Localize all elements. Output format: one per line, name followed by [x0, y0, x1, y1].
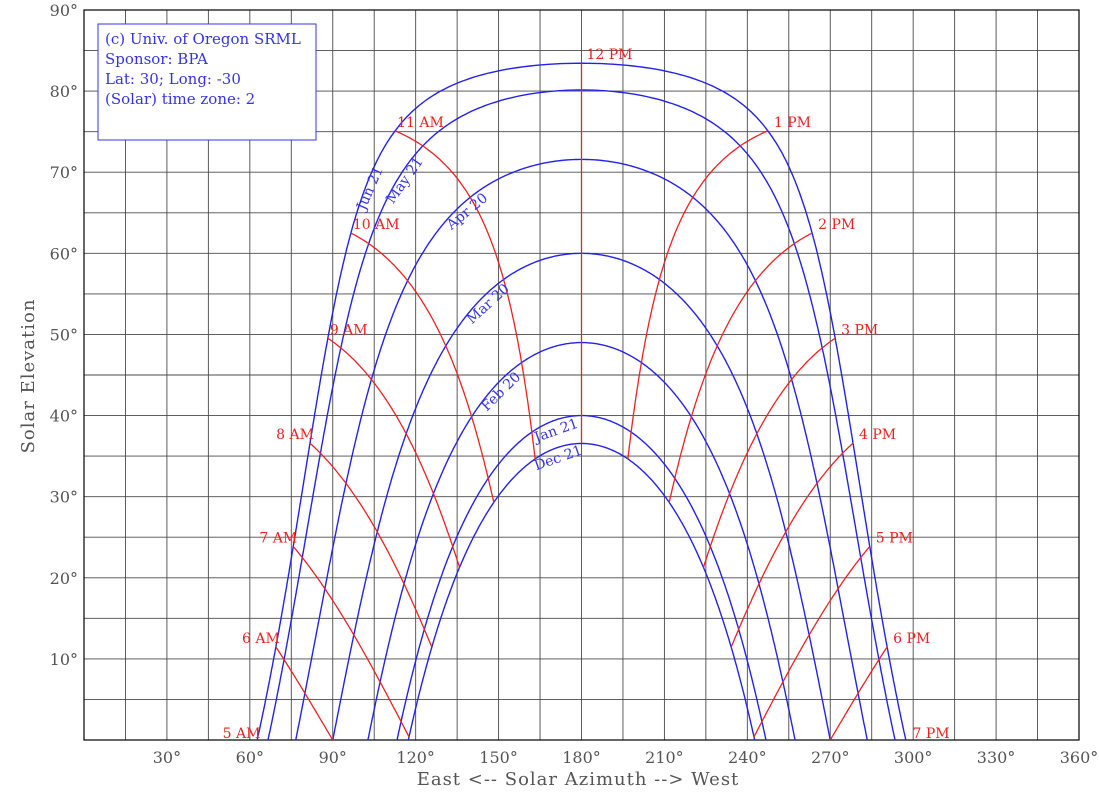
hour-curve-11-am	[394, 130, 536, 459]
hour-curves	[275, 63, 888, 740]
hour-curve-6-am	[275, 646, 334, 740]
x-tick-label: 150°	[479, 748, 518, 767]
y-tick-label: 30°	[50, 488, 78, 507]
hour-label-7-am: 7 AM	[259, 530, 297, 546]
x-tick-label: 210°	[645, 748, 684, 767]
hour-curve-8-am	[309, 442, 433, 648]
hour-label-4-pm: 4 PM	[859, 427, 896, 443]
hour-curve-2-pm	[668, 232, 813, 503]
info-line-1: (c) Univ. of Oregon SRML	[105, 30, 301, 48]
y-tick-label: 90°	[50, 1, 78, 20]
date-label-may-21: May 21	[383, 154, 426, 206]
hour-label-5-am: 5 AM	[223, 726, 261, 742]
y-tick-label: 10°	[50, 650, 78, 669]
plot-frame	[83, 9, 1080, 741]
x-tick-label: 30°	[153, 748, 181, 767]
info-line-4: (Solar) time zone: 2	[105, 90, 255, 108]
hour-label-2-pm: 2 PM	[818, 217, 855, 233]
tick-labels: 30° 60° 90° 120° 150° 180° 210° 240° 270° 300° 330…	[50, 1, 1099, 767]
x-tick-label: 360°	[1060, 748, 1099, 767]
y-tick-label: 80°	[50, 82, 78, 101]
x-tick-label: 180°	[562, 748, 601, 767]
x-tick-label: 240°	[728, 748, 767, 767]
hour-curve-7-am	[292, 545, 410, 738]
hour-curve-6-pm	[829, 646, 888, 740]
y-tick-label: 60°	[50, 244, 78, 263]
info-line-3: Lat: 30; Long: -30	[105, 70, 241, 88]
hour-label-11-am: 11 AM	[397, 115, 444, 131]
hour-curve-1-pm	[627, 130, 769, 459]
x-tick-label: 120°	[396, 748, 435, 767]
hour-label-6-pm: 6 PM	[893, 631, 930, 647]
info-box: (c) Univ. of Oregon SRML Sponsor: BPA La…	[97, 23, 317, 141]
y-tick-label: 50°	[50, 325, 78, 344]
hour-curve-3-pm	[702, 337, 836, 568]
hour-curve-9-am	[327, 337, 461, 568]
x-tick-label: 330°	[977, 748, 1016, 767]
date-label-apr-20: Apr 20	[443, 190, 491, 234]
x-tick-label: 300°	[894, 748, 933, 767]
y-tick-label: 20°	[50, 569, 78, 588]
hour-label-9-am: 9 AM	[330, 322, 368, 338]
x-tick-label: 60°	[236, 748, 264, 767]
hour-curve-10-am	[350, 232, 495, 503]
y-tick-label: 40°	[50, 407, 78, 426]
y-axis-title: Solar Elevation	[18, 299, 39, 454]
hour-label-10-am: 10 AM	[353, 217, 400, 233]
hour-label-6-am: 6 AM	[242, 631, 280, 647]
hour-label-7-pm: 7 PM	[913, 726, 950, 742]
x-axis-title: East <-- Solar Azimuth --> West	[417, 769, 740, 790]
hour-label-8-am: 8 AM	[276, 427, 314, 443]
date-label-feb-20: Feb 20	[478, 369, 524, 414]
x-tick-label: 90°	[319, 748, 347, 767]
hour-curve-5-pm	[753, 545, 871, 738]
y-tick-label: 70°	[50, 163, 78, 182]
info-line-2: Sponsor: BPA	[105, 50, 208, 68]
hour-label-3-pm: 3 PM	[841, 322, 878, 338]
hour-curve-4-pm	[730, 442, 854, 648]
hour-label-5-pm: 5 PM	[876, 530, 913, 546]
hour-label-12-pm: 12 PM	[586, 47, 632, 63]
x-tick-label: 270°	[811, 748, 850, 767]
date-label-mar-20: Mar 20	[464, 281, 513, 328]
date-label-jun-21: Jun 21	[353, 164, 387, 214]
hour-label-1-pm: 1 PM	[774, 115, 811, 131]
